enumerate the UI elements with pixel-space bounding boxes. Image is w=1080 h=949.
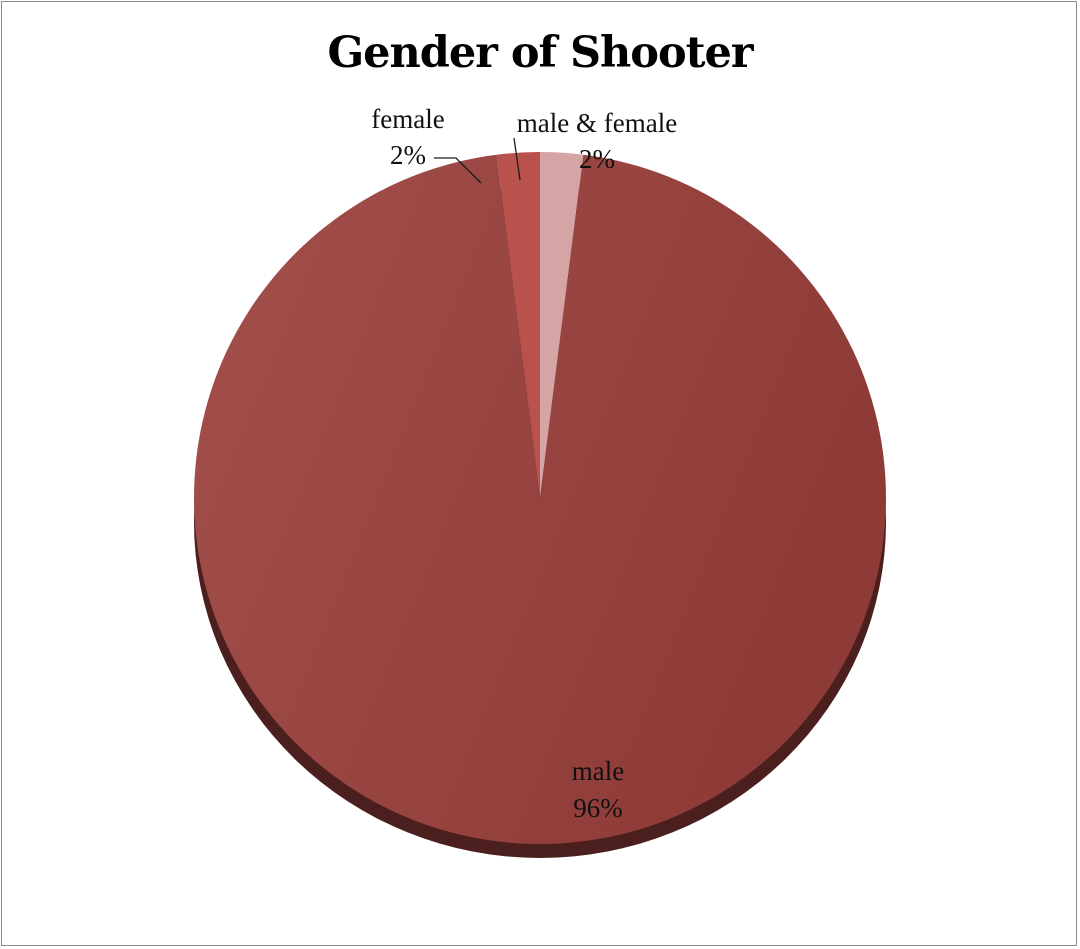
slice-label-female: female 2%: [371, 104, 444, 170]
pie-slice-female: [496, 152, 540, 498]
pie-slice-male-female: [540, 152, 584, 498]
pie-slice-male: [193, 154, 886, 844]
leader-line-male-and-female: [513, 137, 521, 181]
leader-lines: [434, 137, 521, 184]
leader-line-female: [434, 157, 482, 184]
slice-percent-label: 2%: [579, 144, 615, 174]
slice-label-male-and-female: male & female 2%: [517, 108, 677, 174]
chart-title: Gender of Shooter: [327, 28, 753, 78]
slice-percent-label: 2%: [390, 140, 426, 170]
slice-name-label: male & female: [517, 108, 677, 138]
slice-name-label: male: [572, 756, 624, 786]
slice-name-label: female: [371, 104, 444, 134]
slice-label-male: male 96%: [572, 756, 624, 823]
slice-percent-label: 96%: [573, 793, 623, 823]
pie-slices: [193, 152, 886, 844]
